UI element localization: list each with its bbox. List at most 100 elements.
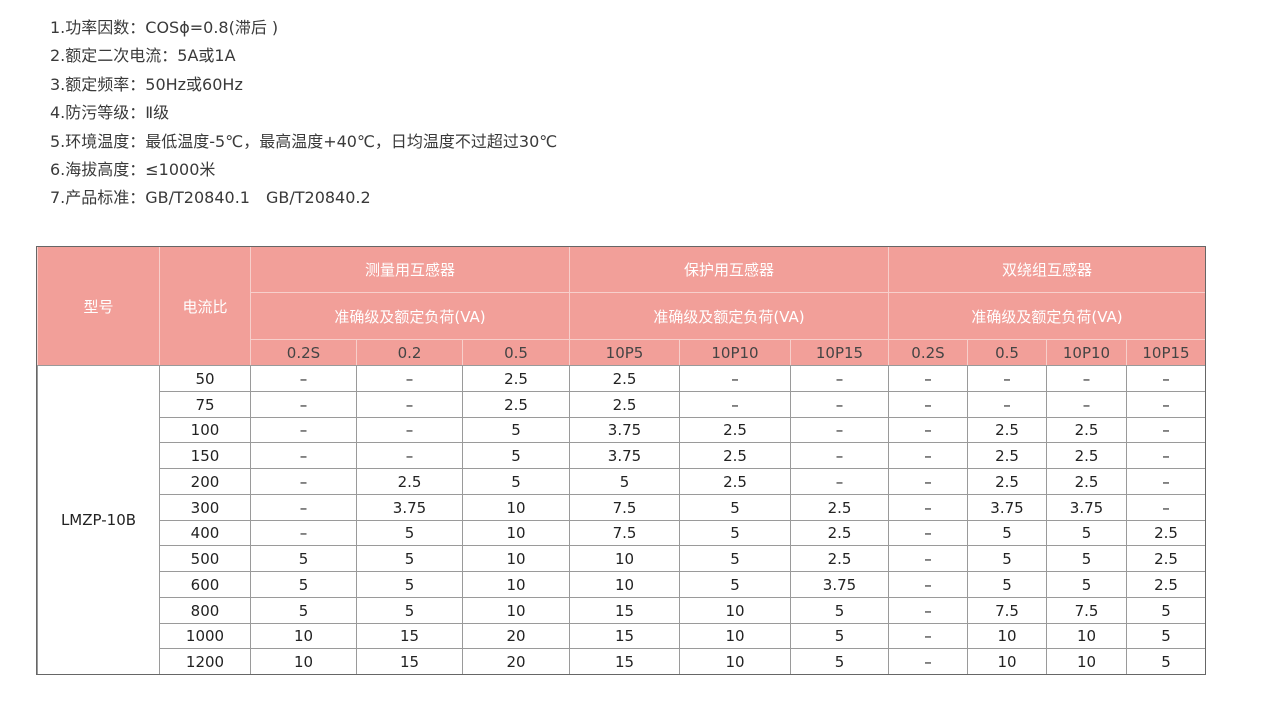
value-cell: 5 [790, 597, 889, 624]
value-cell: – [888, 545, 968, 572]
value-cell: – [888, 623, 968, 649]
value-cell: 2.5 [1046, 468, 1127, 495]
value-cell: – [967, 391, 1047, 418]
value-cell: 2.5 [569, 391, 680, 418]
value-cell: – [888, 648, 968, 675]
value-cell: 2.5 [1046, 442, 1127, 469]
value-cell: 2.5 [790, 494, 889, 521]
column-header: 10P5 [569, 339, 680, 366]
value-cell: 10 [967, 623, 1047, 649]
value-cell: 2.5 [679, 468, 791, 495]
value-cell: 10 [1046, 623, 1127, 649]
column-header: 0.2S [250, 339, 357, 366]
value-cell: 7.5 [1046, 597, 1127, 624]
value-cell: 10 [569, 545, 680, 572]
value-cell: 10 [679, 597, 791, 624]
value-cell: – [888, 365, 968, 392]
value-cell: 10 [250, 648, 357, 675]
column-header: 10P15 [1126, 339, 1206, 366]
value-cell: 3.75 [790, 571, 889, 598]
value-cell: – [1126, 494, 1206, 521]
value-cell: 10 [569, 571, 680, 598]
value-cell: – [1046, 365, 1127, 392]
value-cell: – [1126, 468, 1206, 495]
value-cell: – [888, 391, 968, 418]
value-cell: 2.5 [1126, 571, 1206, 598]
value-cell: 5 [250, 545, 357, 572]
value-cell: 20 [462, 623, 570, 649]
ratio-cell: 200 [159, 468, 251, 495]
ratio-cell: 150 [159, 442, 251, 469]
value-cell: – [250, 468, 357, 495]
spec-line: 7.产品标准：GB/T20840.1 GB/T20840.2 [50, 188, 371, 208]
value-cell: 2.5 [790, 545, 889, 572]
value-cell: 10 [462, 597, 570, 624]
value-cell: – [250, 391, 357, 418]
spec-line: 2.额定二次电流：5A或1A [50, 46, 236, 66]
value-cell: 2.5 [679, 442, 791, 469]
group-title: 测量用互感器 [250, 246, 570, 293]
value-cell: – [790, 468, 889, 495]
value-cell: 5 [462, 417, 570, 443]
group-title: 双绕组互感器 [888, 246, 1206, 293]
value-cell: – [790, 417, 889, 443]
value-cell: 15 [569, 623, 680, 649]
value-cell: 2.5 [569, 365, 680, 392]
model-header: 型号 [37, 246, 160, 366]
value-cell: 7.5 [569, 520, 680, 546]
value-cell: 10 [250, 623, 357, 649]
value-cell: 5 [967, 545, 1047, 572]
value-cell: – [1126, 442, 1206, 469]
value-cell: 5 [250, 597, 357, 624]
value-cell: 5 [250, 571, 357, 598]
ratio-cell: 1000 [159, 623, 251, 649]
value-cell: 15 [356, 648, 463, 675]
value-cell: – [888, 494, 968, 521]
value-cell: – [356, 442, 463, 469]
value-cell: 10 [679, 648, 791, 675]
value-cell: 10 [967, 648, 1047, 675]
ratio-cell: 1200 [159, 648, 251, 675]
value-cell: – [967, 365, 1047, 392]
value-cell: – [790, 391, 889, 418]
group-subtitle: 准确级及额定负荷(VA) [250, 292, 570, 340]
value-cell: – [250, 417, 357, 443]
value-cell: 5 [356, 571, 463, 598]
value-cell: – [356, 365, 463, 392]
value-cell: 3.75 [967, 494, 1047, 521]
ratio-cell: 500 [159, 545, 251, 572]
ratio-cell: 50 [159, 365, 251, 392]
value-cell: 5 [679, 520, 791, 546]
value-cell: 5 [967, 520, 1047, 546]
ratio-cell: 75 [159, 391, 251, 418]
value-cell: 2.5 [356, 468, 463, 495]
value-cell: – [790, 442, 889, 469]
value-cell: – [679, 391, 791, 418]
value-cell: – [888, 468, 968, 495]
spec-line: 4.防污等级：Ⅱ级 [50, 103, 170, 123]
column-header: 10P10 [679, 339, 791, 366]
value-cell: 5 [790, 623, 889, 649]
column-header: 0.5 [967, 339, 1047, 366]
value-cell: 5 [462, 468, 570, 495]
value-cell: 15 [356, 623, 463, 649]
model-cell: LMZP-10B [37, 365, 160, 675]
value-cell: 10 [1046, 648, 1127, 675]
value-cell: – [1046, 391, 1127, 418]
value-cell: – [790, 365, 889, 392]
value-cell: 2.5 [1126, 520, 1206, 546]
value-cell: 10 [679, 623, 791, 649]
value-cell: 5 [790, 648, 889, 675]
value-cell: – [888, 520, 968, 546]
value-cell: 2.5 [967, 417, 1047, 443]
column-header: 0.2 [356, 339, 463, 366]
value-cell: 5 [679, 545, 791, 572]
value-cell: 2.5 [462, 365, 570, 392]
value-cell: 2.5 [967, 442, 1047, 469]
value-cell: 5 [569, 468, 680, 495]
value-cell: 7.5 [569, 494, 680, 521]
column-header: 10P10 [1046, 339, 1127, 366]
value-cell: 5 [967, 571, 1047, 598]
group-title: 保护用互感器 [569, 246, 889, 293]
